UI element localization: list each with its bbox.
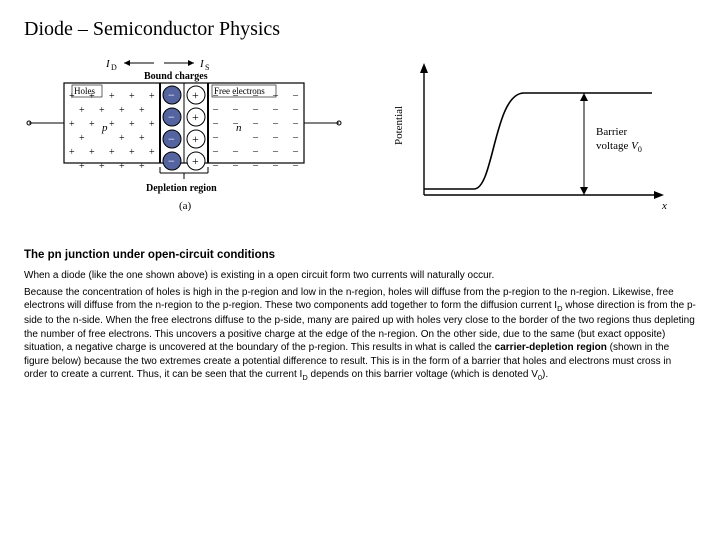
svg-text:–: – <box>252 104 259 115</box>
svg-text:–: – <box>252 132 259 143</box>
svg-text:–: – <box>212 90 219 101</box>
svg-text:–: – <box>232 104 239 115</box>
svg-text:voltage V0: voltage V0 <box>596 140 642 154</box>
svg-text:+: + <box>99 161 105 172</box>
body-text: When a diode (like the one shown above) … <box>24 269 696 383</box>
svg-text:+: + <box>69 119 75 130</box>
page-title: Diode – Semiconductor Physics <box>24 18 696 41</box>
svg-text:−: − <box>168 154 175 168</box>
svg-text:+: + <box>69 147 75 158</box>
svg-text:Barrier: Barrier <box>596 126 627 138</box>
svg-text:+: + <box>109 119 115 130</box>
svg-text:+: + <box>89 119 95 130</box>
svg-text:–: – <box>272 132 279 143</box>
svg-text:+: + <box>149 147 155 158</box>
svg-text:−: − <box>168 132 175 146</box>
svg-text:Bound charges: Bound charges <box>144 71 208 82</box>
svg-text:+: + <box>139 133 145 144</box>
svg-text:+: + <box>119 133 125 144</box>
svg-text:−: − <box>168 110 175 124</box>
section-heading: The pn junction under open-circuit condi… <box>24 249 696 261</box>
svg-text:–: – <box>252 160 259 171</box>
svg-text:D: D <box>111 63 117 72</box>
svg-text:+: + <box>129 91 135 102</box>
svg-text:+: + <box>89 147 95 158</box>
svg-text:+: + <box>109 91 115 102</box>
svg-text:+: + <box>89 91 95 102</box>
svg-text:–: – <box>212 118 219 129</box>
paragraph-2: Because the concentration of holes is hi… <box>24 286 696 384</box>
svg-text:–: – <box>292 118 299 129</box>
svg-text:+: + <box>192 132 199 146</box>
svg-text:–: – <box>292 90 299 101</box>
svg-text:–: – <box>272 104 279 115</box>
svg-text:–: – <box>212 132 219 143</box>
svg-text:+: + <box>79 133 85 144</box>
paragraph-1: When a diode (like the one shown above) … <box>24 269 696 283</box>
svg-text:+: + <box>79 161 85 172</box>
svg-text:+: + <box>192 88 199 102</box>
svg-text:+: + <box>99 105 105 116</box>
svg-text:–: – <box>252 90 259 101</box>
svg-text:–: – <box>272 160 279 171</box>
svg-text:–: – <box>272 146 279 157</box>
svg-text:x: x <box>661 200 667 212</box>
svg-text:–: – <box>272 90 279 101</box>
figure-row: IDISBound chargesHolesFree electronspn++… <box>24 55 696 235</box>
potential-figure: Potential x Barrier voltage V0 <box>384 55 674 215</box>
svg-text:–: – <box>232 90 239 101</box>
svg-text:–: – <box>292 146 299 157</box>
svg-text:–: – <box>272 118 279 129</box>
svg-text:+: + <box>192 154 199 168</box>
svg-text:(a): (a) <box>179 200 192 212</box>
svg-text:–: – <box>292 104 299 115</box>
svg-text:–: – <box>252 146 259 157</box>
svg-text:–: – <box>292 132 299 143</box>
svg-text:–: – <box>252 118 259 129</box>
svg-text:−: − <box>168 88 175 102</box>
svg-text:p: p <box>101 122 108 134</box>
svg-text:+: + <box>109 147 115 158</box>
svg-text:+: + <box>129 119 135 130</box>
svg-text:+: + <box>139 105 145 116</box>
svg-text:–: – <box>232 160 239 171</box>
svg-text:+: + <box>79 105 85 116</box>
svg-text:+: + <box>149 119 155 130</box>
svg-text:–: – <box>232 146 239 157</box>
pn-junction-figure: IDISBound chargesHolesFree electronspn++… <box>24 55 344 235</box>
svg-text:+: + <box>119 161 125 172</box>
svg-text:Potential: Potential <box>393 106 405 145</box>
svg-text:+: + <box>69 91 75 102</box>
svg-text:–: – <box>212 104 219 115</box>
svg-text:–: – <box>212 160 219 171</box>
svg-text:–: – <box>232 118 239 129</box>
svg-text:+: + <box>129 147 135 158</box>
svg-text:+: + <box>139 161 145 172</box>
svg-text:–: – <box>212 146 219 157</box>
svg-text:–: – <box>292 160 299 171</box>
svg-text:Depletion region: Depletion region <box>146 183 217 194</box>
svg-text:+: + <box>119 105 125 116</box>
svg-text:+: + <box>192 110 199 124</box>
svg-text:+: + <box>149 91 155 102</box>
